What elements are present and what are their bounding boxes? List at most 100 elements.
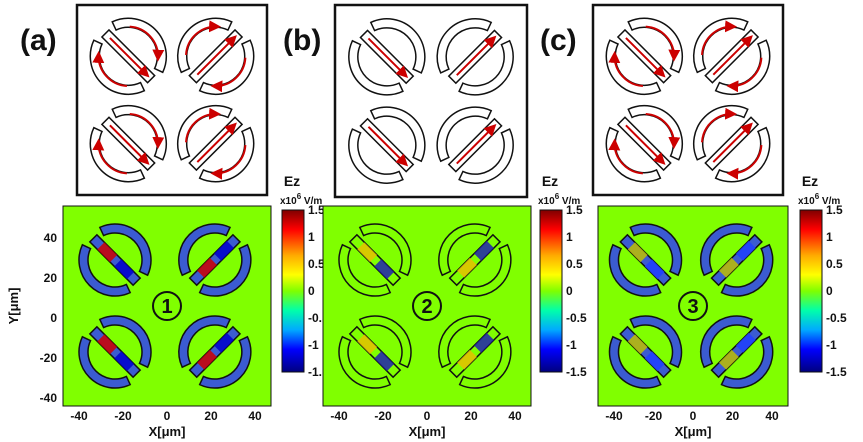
- resonator: [699, 223, 774, 297]
- y-tick-label: -20: [40, 351, 58, 365]
- colorbar-tick-label: 0: [308, 284, 315, 298]
- colorbar-tick-label: 0: [566, 284, 573, 298]
- ring-arc: [338, 335, 392, 389]
- x-tick-label: 40: [248, 409, 262, 423]
- field-hotspot: [214, 332, 234, 353]
- colorbar-tick-label: 1: [826, 230, 833, 244]
- panels: (a)1-40 -20 0 20 40X[μm]40200-20-40Y[μm]Ezx1…: [6, 3, 847, 439]
- current-arrow: [456, 123, 497, 165]
- current-arrow: [456, 35, 497, 76]
- x-tick-label: 20: [726, 409, 740, 423]
- colorbar-title: Ez: [284, 173, 300, 189]
- panel-label: (c): [540, 24, 577, 57]
- colorbar-tick-label: -1: [566, 338, 577, 352]
- resonator: [338, 223, 412, 297]
- field-hotspot: [357, 334, 378, 355]
- ring-arc: [98, 315, 152, 369]
- ring-arc: [198, 335, 252, 389]
- x-axis-label: X[μm]: [149, 424, 186, 439]
- colorbar-tick-label: 1.5: [308, 203, 325, 217]
- ring-arc: [458, 335, 512, 389]
- field-hotspot: [719, 349, 739, 370]
- colorbar-tick-label: 1.5: [826, 203, 843, 217]
- ring-arc: [608, 335, 662, 389]
- y-tick-label: 40: [44, 231, 58, 245]
- resonator: [178, 315, 252, 389]
- y-tick-label: 0: [50, 311, 57, 325]
- y-axis-label: Y[μm]: [6, 288, 21, 325]
- mode-badge: [152, 291, 182, 321]
- bar: [348, 325, 402, 379]
- colorbar-title: Ez: [802, 173, 818, 189]
- colorbar-tick-label: -1: [308, 338, 319, 352]
- field-hotspot: [627, 242, 648, 263]
- resonator: [89, 104, 168, 183]
- current-arrow: [645, 25, 681, 62]
- ring-arc: [178, 223, 232, 277]
- colorbar-tick-label: -1: [826, 338, 837, 352]
- colorbar: [799, 209, 823, 373]
- colorbar-tick-label: -0.5: [826, 311, 847, 325]
- field-hotspot: [114, 351, 135, 372]
- ring-arc: [629, 315, 683, 369]
- bar: [348, 233, 402, 287]
- current-arrow: [726, 145, 763, 180]
- x-tick-label: -20: [374, 409, 392, 423]
- field-hotspot: [374, 351, 395, 372]
- panel-1: (a) 1 -40 -20 0 20 40 X[μm] 40 20 0 -20 -40 Y[μm] Ez x1…: [6, 3, 329, 439]
- current-arrow: [726, 57, 763, 93]
- current-arrow: [109, 37, 150, 78]
- resonator: [605, 104, 684, 183]
- ring-arc: [178, 315, 232, 369]
- current-arrow: [701, 107, 738, 143]
- current-arrow: [185, 20, 222, 55]
- x-tick-label: 40: [508, 409, 522, 423]
- ring-arc: [436, 106, 493, 163]
- current-arrow: [92, 50, 127, 87]
- resonator: [699, 315, 774, 389]
- resonator: [436, 18, 514, 96]
- current-arrow: [608, 138, 643, 175]
- resonator: [436, 106, 514, 184]
- colorbar-tick-label: -1.5: [566, 365, 587, 379]
- current-arrow: [129, 25, 165, 62]
- ring-arc: [338, 243, 392, 297]
- field-hotspot: [374, 259, 395, 280]
- field-hotspot: [197, 257, 217, 278]
- colorbar-tick-label: -1.5: [826, 365, 847, 379]
- ring-arc: [436, 18, 493, 74]
- y-tick-label: 20: [44, 271, 58, 285]
- ring-arc: [438, 315, 492, 369]
- x-tick-label: -20: [114, 409, 132, 423]
- current-arrow: [625, 37, 666, 78]
- colorbar: [539, 209, 563, 373]
- field-hotspot: [214, 240, 234, 261]
- field-hotspot: [457, 257, 477, 278]
- x-tick-label: -40: [330, 409, 348, 423]
- current-arrow: [367, 37, 409, 79]
- x-axis-label: X[μm]: [409, 424, 446, 439]
- current-arrow: [196, 122, 237, 163]
- field-hotspot: [97, 334, 118, 355]
- mode-badge: [678, 291, 708, 321]
- mode-label: 2: [421, 296, 432, 318]
- x-axis-label: X[μm]: [675, 424, 712, 439]
- ring-arc: [369, 18, 426, 74]
- current-arrow: [92, 138, 127, 175]
- resonator: [438, 223, 512, 297]
- ring-arc: [699, 223, 753, 277]
- x-tick-label: -40: [70, 409, 88, 423]
- colorbar: [281, 209, 305, 373]
- current-arrow: [196, 35, 237, 76]
- x-tick-label: 0: [690, 409, 697, 423]
- field-hotspot: [197, 349, 217, 370]
- field-hotspot: [644, 351, 665, 372]
- x-tick-label: 40: [765, 409, 779, 423]
- current-arrow: [712, 122, 753, 163]
- current-arrow: [625, 124, 666, 165]
- bar: [448, 233, 502, 287]
- ring-arc: [98, 223, 152, 277]
- x-tick-label: -40: [605, 409, 623, 423]
- field-hotspot: [627, 334, 648, 355]
